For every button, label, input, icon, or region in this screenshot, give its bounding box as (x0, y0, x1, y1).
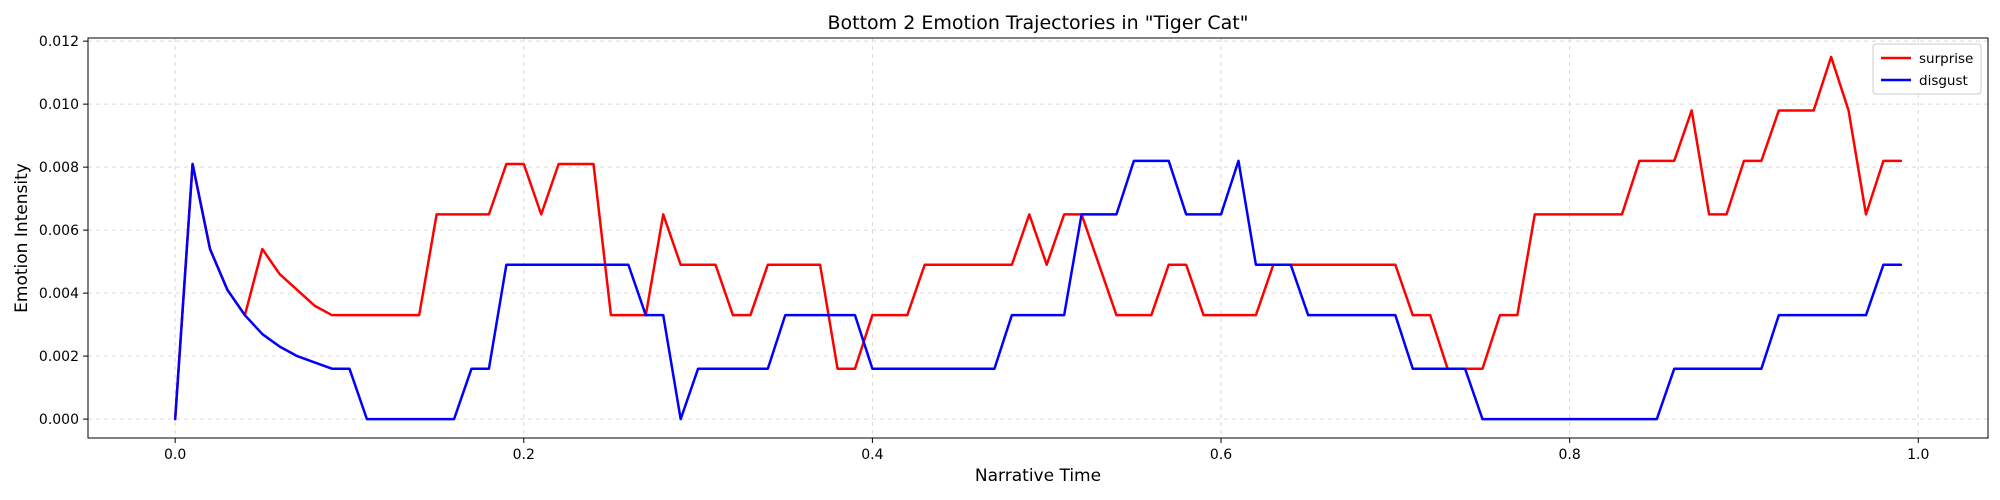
axis-ticks: 0.0 0.2 0.4 0.6 0.8 1.0 0.000 0.002 0.004 0.006 0.… (39, 34, 1930, 463)
y-tick-label: 0.006 (39, 223, 79, 239)
x-tick-label: 1.0 (1907, 447, 1929, 463)
x-tick-label: 0.4 (861, 447, 883, 463)
y-tick-label: 0.000 (39, 412, 79, 428)
y-tick-label: 0.004 (39, 286, 79, 302)
legend-label-disgust: disgust (1919, 73, 1968, 89)
y-tick-label: 0.012 (39, 34, 79, 50)
x-tick-label: 0.6 (1210, 447, 1232, 463)
y-tick-label: 0.002 (39, 349, 79, 365)
x-axis-label: Narrative Time (975, 466, 1101, 486)
y-axis-label: Emotion Intensity (12, 163, 32, 313)
series-lines (173, 55, 1903, 421)
y-tick-label: 0.008 (39, 160, 79, 176)
legend-box (1872, 43, 1982, 95)
series-line-surprise (173, 55, 1903, 421)
grid-lines (88, 38, 1988, 438)
legend: surprise disgust (1872, 43, 1982, 95)
x-tick-label: 0.8 (1559, 447, 1581, 463)
x-tick-label: 0.0 (164, 447, 186, 463)
chart-title: Bottom 2 Emotion Trajectories in "Tiger … (827, 12, 1248, 34)
legend-label-surprise: surprise (1919, 51, 1973, 67)
plot-area-frame (87, 37, 1989, 439)
x-tick-label: 0.2 (513, 447, 535, 463)
series-line-disgust (173, 159, 1903, 421)
y-tick-label: 0.010 (39, 97, 79, 113)
